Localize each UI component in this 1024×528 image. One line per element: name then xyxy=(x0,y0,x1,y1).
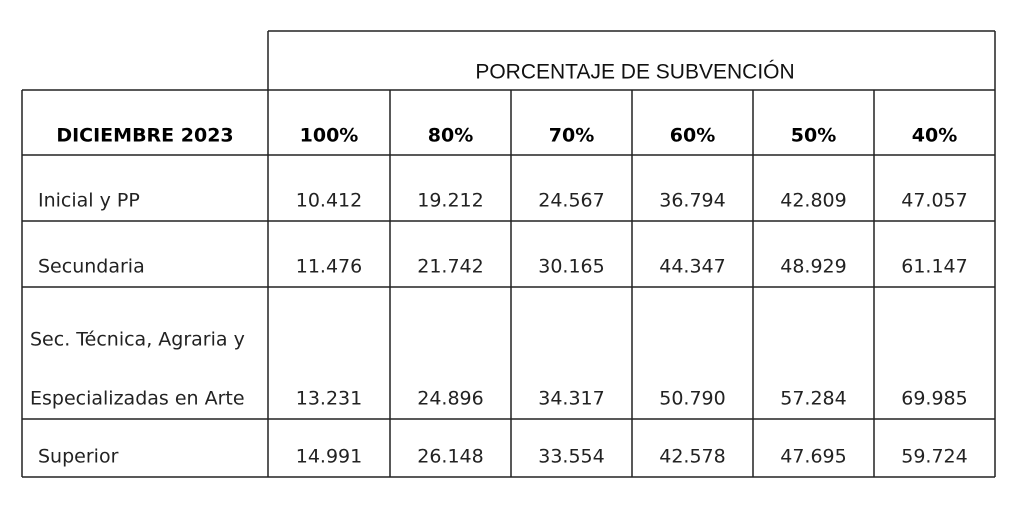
cell-value: 21.742 xyxy=(417,256,483,278)
row-label: Especializadas en Arte xyxy=(30,388,245,410)
cell-value: 11.476 xyxy=(296,256,362,278)
cell-value: 30.165 xyxy=(538,256,604,278)
table-borders xyxy=(21,30,996,478)
cell-value: 61.147 xyxy=(901,256,967,278)
cell-value: 69.985 xyxy=(901,388,967,410)
column-header: 60% xyxy=(670,125,715,147)
row-label: Secundaria xyxy=(38,256,145,278)
cell-value: 50.790 xyxy=(659,388,725,410)
cell-value: 26.148 xyxy=(417,446,483,468)
row-label: Sec. Técnica, Agraria y xyxy=(30,329,245,351)
row-label: Superior xyxy=(38,446,119,468)
cell-value: 57.284 xyxy=(780,388,846,410)
column-header: 40% xyxy=(912,125,957,147)
column-header: 70% xyxy=(549,125,594,147)
cell-value: 59.724 xyxy=(901,446,967,468)
cell-value: 42.809 xyxy=(780,190,846,212)
column-header: 80% xyxy=(428,125,473,147)
cell-value: 24.567 xyxy=(538,190,604,212)
cell-value: 34.317 xyxy=(538,388,604,410)
cell-value: 19.212 xyxy=(417,190,483,212)
table-title: PORCENTAJE DE SUBVENCIÓN xyxy=(475,61,794,84)
column-header: 50% xyxy=(791,125,836,147)
cell-value: 47.057 xyxy=(901,190,967,212)
cell-value: 47.695 xyxy=(780,446,846,468)
cell-value: 44.347 xyxy=(659,256,725,278)
cell-value: 36.794 xyxy=(659,190,725,212)
cell-value: 13.231 xyxy=(296,388,362,410)
row-label: Inicial y PP xyxy=(38,190,140,212)
cell-value: 10.412 xyxy=(296,190,362,212)
cell-value: 42.578 xyxy=(659,446,725,468)
column-header: 100% xyxy=(300,125,359,147)
cell-value: 33.554 xyxy=(538,446,604,468)
cell-value: 14.991 xyxy=(296,446,362,468)
column-header: DICIEMBRE 2023 xyxy=(56,125,233,147)
cell-value: 24.896 xyxy=(417,388,483,410)
cell-value: 48.929 xyxy=(780,256,846,278)
